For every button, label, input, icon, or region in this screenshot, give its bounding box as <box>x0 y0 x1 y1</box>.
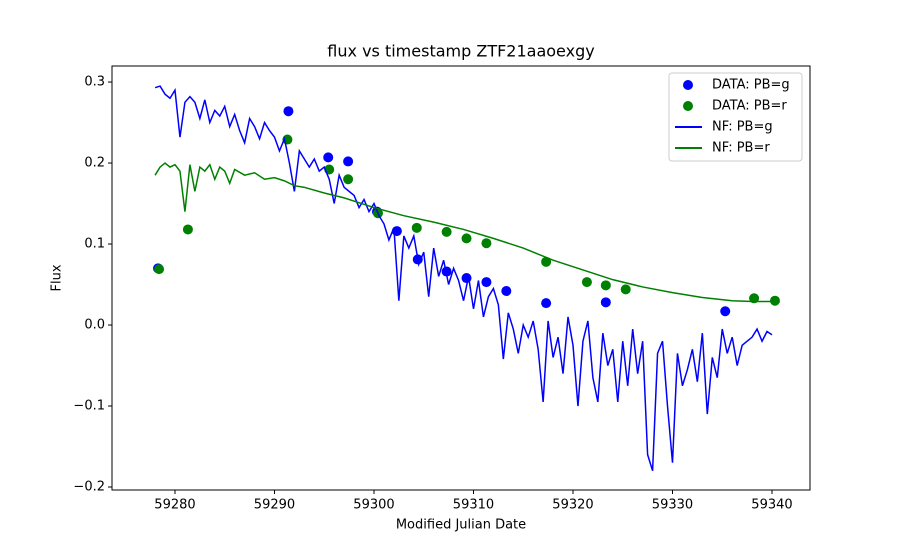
chart-title: flux vs timestamp ZTF21aaoexgy <box>327 42 594 61</box>
x-tick-label: 59300 <box>353 498 394 513</box>
data-point <box>343 174 354 185</box>
data-point <box>600 297 611 308</box>
line <box>154 162 772 303</box>
data-point <box>620 284 631 295</box>
legend-marker <box>683 80 693 90</box>
y-tick-label: −0.1 <box>73 399 105 414</box>
legend-label: DATA: PB=r <box>712 99 787 114</box>
legend-label: NF: PB=r <box>712 141 770 156</box>
x-tick-label: 59310 <box>453 498 494 513</box>
data-point <box>501 285 512 296</box>
x-tick-label: 59340 <box>751 498 792 513</box>
legend-label: DATA: PB=g <box>712 78 790 93</box>
data-point <box>154 264 165 275</box>
data-point <box>481 238 492 249</box>
data-point <box>323 152 334 163</box>
line <box>154 85 773 472</box>
data-point <box>720 306 731 317</box>
x-tick-label: 59280 <box>154 498 195 513</box>
y-tick-label: 0.1 <box>84 237 105 252</box>
x-tick-label: 59330 <box>652 498 693 513</box>
data-point <box>581 277 592 288</box>
y-axis-label: Flux <box>50 264 65 291</box>
data-point <box>769 295 780 306</box>
legend-marker <box>683 101 693 111</box>
data-point <box>411 222 422 233</box>
y-tick-label: 0.3 <box>84 75 105 90</box>
x-tick-label: 59320 <box>552 498 593 513</box>
legend-label: NF: PB=g <box>712 120 773 135</box>
y-tick-label: −0.2 <box>73 480 105 495</box>
legend-box <box>668 72 803 162</box>
plot-frame <box>111 65 811 491</box>
data-point <box>182 224 193 235</box>
data-point <box>600 280 611 291</box>
data-point <box>283 106 294 117</box>
y-tick-label: 0.2 <box>84 156 105 171</box>
data-point <box>343 156 354 167</box>
data-point <box>541 256 552 267</box>
x-axis-label: Modified Julian Date <box>396 518 526 533</box>
data-point <box>541 298 552 309</box>
x-tick-label: 59290 <box>254 498 295 513</box>
data-point <box>441 226 452 237</box>
y-tick-label: 0.0 <box>84 318 105 333</box>
data-point <box>481 277 492 288</box>
data-point <box>461 233 472 244</box>
